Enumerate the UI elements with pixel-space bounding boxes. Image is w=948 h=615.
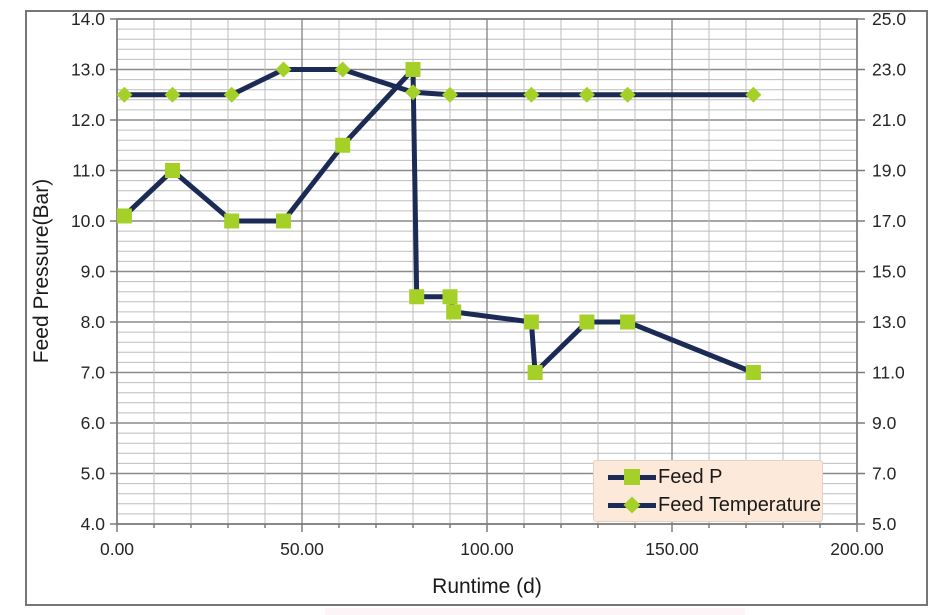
y-right-tick-label: 21.0: [872, 110, 906, 130]
legend: Feed P Feed Temperature: [593, 460, 823, 522]
diamond-marker-icon: [116, 86, 133, 103]
x-tick-label: 100.00: [460, 539, 514, 559]
y-left-tick-label: 6.0: [81, 413, 106, 433]
square-marker-icon: [624, 469, 640, 485]
y-right-tick-label: 23.0: [872, 60, 906, 80]
square-marker-icon: [335, 137, 351, 153]
y-right-tick-label: 19.0: [872, 161, 906, 181]
diamond-marker-icon: [275, 61, 292, 78]
y-left-tick-label: 13.0: [71, 60, 105, 80]
square-marker-icon: [745, 365, 761, 380]
square-marker-icon: [405, 62, 421, 77]
chart-outer-border: [25, 10, 928, 606]
square-marker-icon: [442, 289, 458, 305]
y-right-tick-label: 9.0: [872, 413, 897, 433]
legend-item-feed-temperature: Feed Temperature: [608, 493, 822, 517]
y-left-tick-label: 14.0: [71, 9, 105, 29]
square-marker-icon: [276, 213, 291, 229]
scan-artifact-strip: [325, 608, 745, 615]
diamond-marker-icon: [223, 86, 240, 103]
square-marker-icon: [579, 314, 595, 330]
y-right-tick-label: 11.0: [872, 363, 905, 383]
x-tick-label: 0.00: [100, 539, 134, 559]
y-axis-title: Feed Pressure(Bar): [30, 178, 53, 364]
y-right-tick-label: 7.0: [872, 464, 897, 484]
diamond-marker-icon: [523, 86, 540, 103]
feed-temperature-legend-key: [608, 496, 656, 514]
legend-item-feed-p: Feed P: [608, 465, 822, 489]
feed-p-legend-key: [608, 468, 656, 486]
y-right-tick-label: 15.0: [872, 262, 906, 282]
y-left-tick-label: 12.0: [71, 110, 105, 130]
diamond-marker-icon: [164, 86, 181, 103]
x-axis-title: Runtime (d): [432, 575, 542, 598]
y-right-tick-label: 5.0: [872, 514, 897, 534]
x-tick-label: 150.00: [645, 539, 699, 559]
y-left-tick-label: 8.0: [81, 312, 106, 332]
legend-label-feed-p: Feed P: [658, 465, 723, 488]
y-left-tick-label: 11.0: [72, 161, 105, 181]
x-tick-label: 50.00: [280, 539, 324, 559]
y-left-tick-label: 4.0: [81, 514, 106, 534]
y-left-tick-label: 10.0: [71, 211, 105, 231]
y-right-tick-label: 13.0: [872, 312, 906, 332]
square-marker-icon: [224, 213, 240, 229]
diamond-marker-icon: [334, 61, 351, 78]
square-marker-icon: [165, 163, 180, 178]
x-tick-label: 200.00: [830, 539, 884, 559]
diamond-marker-icon: [442, 86, 458, 103]
square-marker-icon: [620, 314, 636, 330]
series-line-feed-p: [121, 67, 756, 375]
y-left-tick-label: 5.0: [81, 464, 106, 484]
diamond-marker-icon: [745, 86, 762, 103]
diamond-marker-icon: [619, 86, 636, 103]
square-marker-icon: [409, 289, 425, 305]
y-left-tick-label: 9.0: [81, 262, 106, 282]
square-marker-icon: [527, 365, 543, 380]
square-marker-icon: [446, 304, 462, 320]
y-right-tick-label: 25.0: [872, 9, 906, 29]
square-marker-icon: [116, 208, 132, 224]
diamond-marker-icon: [405, 84, 421, 101]
diamond-marker-icon: [623, 496, 641, 514]
square-marker-icon: [523, 314, 539, 330]
y-right-tick-label: 17.0: [872, 211, 906, 231]
y-left-tick-label: 7.0: [81, 363, 106, 383]
series-line-feed-temperature: [121, 67, 756, 98]
legend-label-feed-temperature: Feed Temperature: [658, 493, 822, 516]
diamond-marker-icon: [578, 86, 595, 103]
